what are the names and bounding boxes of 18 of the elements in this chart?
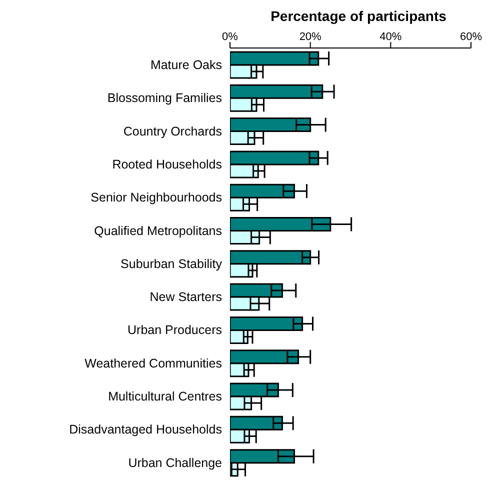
x-tick-label: 0% [222, 31, 238, 43]
y-tick-label: Multicultural Centres [108, 390, 222, 404]
y-tick-label: Disadvantaged Households [69, 422, 222, 437]
y-tick-label: Urban Producers [128, 323, 222, 338]
y-tick-label: Country Orchards [123, 124, 222, 138]
y-tick-label: Suburban Stability [120, 256, 223, 271]
y-tick-label: Senior Neighbourhoods [90, 190, 222, 205]
y-tick-label: Urban Challenge [128, 456, 222, 470]
y-tick-label: Qualified Metropolitans [94, 224, 222, 238]
y-tick-label: Weathered Communities [84, 356, 222, 370]
y-tick-label: New Starters [150, 290, 222, 304]
x-tick-label: 60% [460, 31, 482, 43]
x-axis-title: Percentage of participants [270, 8, 448, 24]
y-tick-label: Blossoming Families [107, 91, 222, 106]
x-tick-label: 40% [380, 31, 402, 43]
x-tick-label: 20% [299, 31, 322, 43]
y-tick-label: Mature Oaks [150, 58, 222, 72]
y-tick-label: Rooted Households [112, 157, 222, 172]
